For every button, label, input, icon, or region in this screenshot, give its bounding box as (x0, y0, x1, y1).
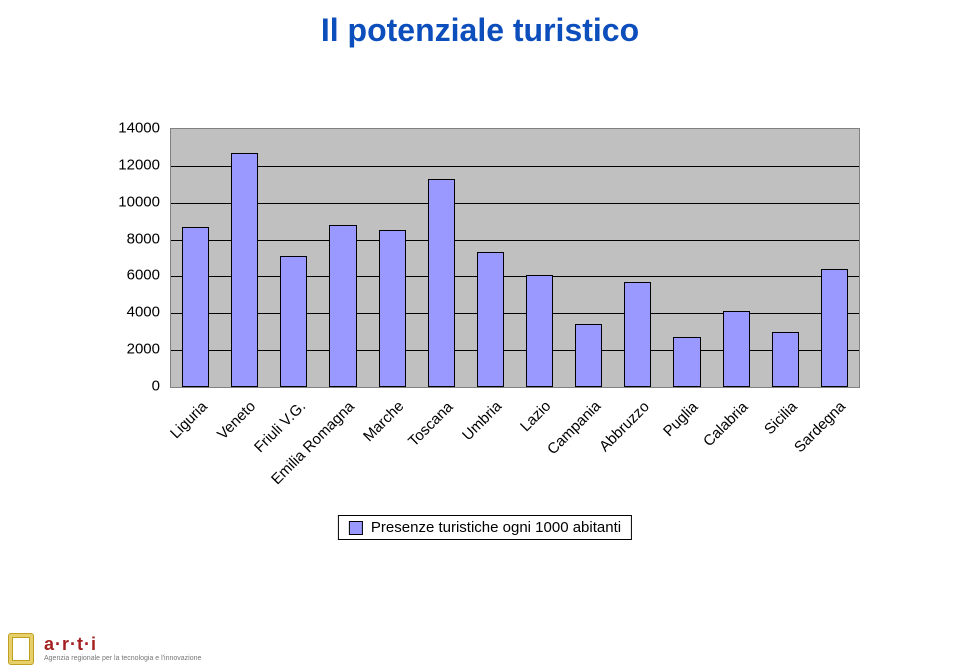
page: Il potenziale turistico 0 2000 4000 6000 800… (0, 0, 960, 671)
x-tick-label: Campania (544, 398, 604, 458)
y-tick-label: 8000 (127, 231, 160, 246)
x-tick-label: Abbruzzo (596, 398, 653, 455)
y-axis: 02000400060008000100001200014000 (100, 128, 166, 388)
legend-swatch (349, 521, 363, 535)
x-tick-label: Sardegna (791, 398, 849, 456)
bar (477, 252, 504, 387)
bar (526, 275, 553, 387)
x-tick-label: Lazio (517, 398, 554, 435)
x-tick-label: Sicilia (761, 398, 801, 438)
legend: Presenze turistiche ogni 1000 abitanti (338, 515, 632, 540)
arti-subtitle: Agenzia regionale per la tecnologia e l'… (44, 655, 201, 663)
region-badge-icon (8, 633, 34, 665)
bar (280, 256, 307, 387)
bar (231, 153, 258, 387)
x-tick-label: Veneto (214, 398, 259, 443)
bar (624, 282, 651, 387)
x-tick-label: Calabria (700, 398, 752, 450)
footer: a·r·t·i Agenzia regionale per la tecnolo… (8, 633, 201, 665)
x-tick-label: Puglia (660, 398, 702, 440)
bar (723, 311, 750, 387)
x-axis-labels: LiguriaVenetoFriuli V.G.Emilia RomagnaMa… (170, 394, 860, 494)
bars-layer (171, 129, 859, 387)
bar (428, 179, 455, 387)
bar (182, 227, 209, 387)
y-tick-label: 0 (152, 379, 160, 394)
bar (821, 269, 848, 387)
x-tick-label: Marche (360, 398, 407, 445)
y-tick-label: 2000 (127, 342, 160, 357)
bar (772, 332, 799, 387)
bar (329, 225, 356, 387)
legend-label: Presenze turistiche ogni 1000 abitanti (371, 519, 621, 536)
x-tick-label: Toscana (405, 398, 457, 450)
plot-area (170, 128, 860, 388)
y-tick-label: 12000 (118, 157, 160, 172)
bar (575, 324, 602, 387)
y-tick-label: 6000 (127, 268, 160, 283)
y-tick-label: 10000 (118, 194, 160, 209)
x-tick-label: Umbria (459, 398, 505, 444)
arti-block: a·r·t·i Agenzia regionale per la tecnolo… (44, 635, 201, 663)
bar (673, 337, 700, 387)
chart-frame: 0 2000 4000 6000 8000 10000 12000 14000 Liguria… (100, 118, 870, 548)
bar (379, 230, 406, 387)
x-tick-label: Liguria (167, 398, 211, 442)
arti-logo: a·r·t·i (44, 635, 201, 653)
y-tick-label: 4000 (127, 305, 160, 320)
page-title: Il potenziale turistico (0, 12, 960, 49)
y-tick-label: 14000 (118, 121, 160, 136)
